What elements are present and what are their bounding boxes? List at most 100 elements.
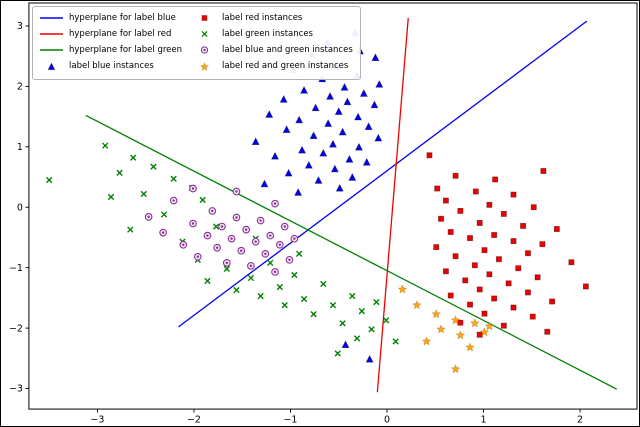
star-marker: [479, 327, 490, 337]
star-marker: [421, 336, 432, 346]
x-marker: [201, 31, 208, 38]
triangle-marker: [265, 110, 274, 118]
circle-dot-marker: [251, 237, 260, 246]
square-marker: [534, 274, 541, 281]
square-marker: [476, 331, 483, 338]
legend-item-label: hyperplane for label blue: [69, 12, 176, 23]
triangle-marker: [295, 115, 304, 124]
x-marker: [130, 154, 137, 161]
square-marker: [447, 229, 454, 235]
circle-dot-marker: [169, 196, 178, 205]
hyperplane-blue-line: [178, 20, 588, 328]
triangle-marker: [326, 92, 335, 100]
x-marker: [101, 142, 109, 149]
legend-item: label red and green instances: [192, 59, 353, 75]
triangle-marker: [335, 183, 344, 192]
x-marker: [295, 250, 303, 257]
legend-column: label red instances label green instances…: [192, 10, 353, 75]
triangle-marker: [324, 119, 333, 127]
triangle-marker: [374, 133, 383, 142]
y-tick-label: 0: [17, 202, 23, 213]
triangle-marker: [364, 122, 373, 130]
x-marker: [233, 286, 240, 294]
x-marker: [150, 163, 157, 170]
series-red-instances: [426, 152, 589, 338]
square-marker: [500, 210, 507, 217]
legend-item-label: label red instances: [222, 12, 303, 23]
square-marker: [515, 265, 522, 272]
square-marker: [539, 241, 546, 248]
triangle-marker: [341, 340, 350, 349]
triangle-marker: [354, 112, 363, 121]
square-marker: [510, 304, 517, 311]
triangle-marker: [359, 89, 368, 97]
circle-dot-marker: [189, 219, 197, 228]
legend-item: label blue and green instances: [192, 42, 353, 58]
x-tick-label: −2: [187, 415, 201, 426]
legend-item-label: hyperplane for label red: [69, 29, 172, 40]
square-marker: [491, 232, 498, 238]
triangle-marker: [300, 85, 309, 94]
square-marker: [471, 262, 478, 269]
square-marker: [540, 168, 547, 174]
series-blue-green-instances: [144, 184, 299, 276]
legend-item: hyperplane for label blue: [39, 10, 182, 26]
x-marker: [160, 211, 168, 218]
hyperplane-green-legend-line-icon: [39, 44, 64, 56]
triangle-marker: [345, 154, 354, 163]
x-marker: [267, 259, 274, 267]
x-tick-label: −3: [90, 415, 104, 426]
circle-dot-marker: [256, 216, 265, 225]
triangle-marker: [375, 79, 384, 88]
legend-item-label: label green instances: [222, 29, 313, 40]
circle-dot-marker: [222, 259, 231, 267]
triangle-marker: [328, 139, 337, 148]
circle-dot-marker: [242, 225, 250, 234]
square-marker: [544, 328, 551, 335]
star-marker: [469, 318, 480, 328]
square-marker: [476, 286, 483, 293]
x-tick-label: −1: [284, 415, 298, 426]
square-marker: [492, 176, 499, 183]
legend-item-label: label blue and green instances: [222, 45, 353, 56]
circle-dot-marker: [285, 255, 294, 264]
series-red-green-instances: [397, 284, 495, 374]
triangle-marker: [340, 82, 349, 91]
star-marker: [484, 321, 495, 331]
x-marker: [358, 307, 366, 315]
square-marker: [481, 247, 488, 254]
x-marker: [45, 176, 53, 184]
x-marker: [368, 326, 375, 333]
star-marker: [455, 330, 466, 340]
square-marker: [529, 313, 536, 320]
star-marker: [465, 342, 475, 352]
square-marker: [433, 244, 440, 251]
square-marker: [525, 250, 531, 257]
square-marker: [442, 197, 449, 204]
y-tick-label: 3: [17, 21, 23, 32]
x-tick-label: 0: [384, 415, 390, 426]
x-marker: [204, 277, 211, 285]
triangle-marker: [319, 148, 328, 157]
triangle-marker: [260, 179, 269, 188]
circle-dot-marker: [203, 231, 212, 240]
square-marker: [495, 256, 502, 263]
square-marker: [486, 271, 493, 278]
x-marker: [334, 350, 341, 357]
triangle-marker: [251, 137, 260, 145]
square-marker: [491, 295, 498, 302]
legend-item: label blue instances: [39, 59, 182, 75]
y-tick-label: −2: [9, 323, 23, 334]
circle-dot-marker: [275, 240, 284, 249]
x-tick-label: 2: [577, 415, 583, 426]
circle-dot-marker: [193, 252, 202, 261]
square-marker: [486, 201, 493, 208]
circle-dot-marker: [232, 213, 241, 222]
circle-dot-marker: [179, 240, 188, 249]
circle-dot-marker: [247, 262, 255, 270]
star-marker: [412, 300, 422, 310]
square-marker: [476, 220, 483, 226]
triangle-marker: [355, 142, 363, 151]
circle-dot-marker: [227, 234, 236, 243]
y-tick-label: 2: [17, 82, 23, 93]
